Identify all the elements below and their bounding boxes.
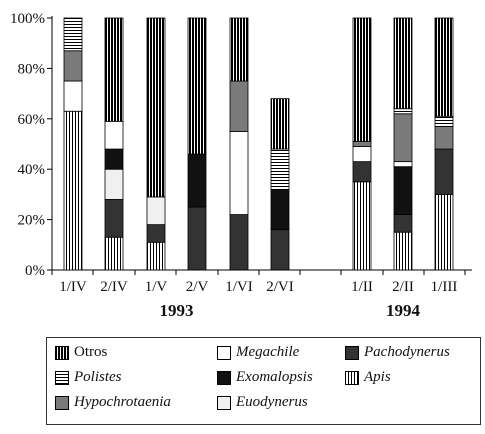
legend-item-hypochrotaenia: Hypochrotaenia bbox=[55, 394, 171, 411]
legend-swatch-apis bbox=[345, 370, 359, 385]
bar-segment-pachodynerus bbox=[146, 224, 166, 243]
bar-segment-hypochrotaenia bbox=[393, 113, 413, 163]
y-tick-label: 60% bbox=[18, 112, 46, 128]
year-label: 1993 bbox=[160, 301, 194, 320]
year-group-labels: 1993 1994 bbox=[160, 301, 421, 320]
legend-item-polistes: Polistes bbox=[55, 369, 122, 386]
y-tick-label: 40% bbox=[18, 162, 46, 178]
bar-segment-otros bbox=[229, 17, 249, 82]
chart-legend: Otros Megachile Pachodynerus Polistes Exomal… bbox=[46, 337, 481, 425]
legend-item-exomalopsis: Exomalopsis bbox=[217, 369, 313, 386]
legend-item-megachile: Megachile bbox=[217, 344, 299, 361]
bar-segment-megachile bbox=[352, 146, 372, 163]
legend-label: Exomalopsis bbox=[236, 369, 313, 385]
y-tick-label: 80% bbox=[18, 61, 46, 77]
bar-segment-polistes bbox=[393, 108, 413, 115]
bar-2-II bbox=[393, 17, 413, 271]
bar-2-V bbox=[187, 17, 207, 271]
bar-segment-pachodynerus bbox=[187, 206, 207, 271]
legend-item-otros: Otros bbox=[55, 344, 107, 361]
legend-label: Apis bbox=[364, 369, 391, 385]
bar-segment-apis bbox=[352, 181, 372, 271]
y-tick-label: 0% bbox=[25, 263, 45, 279]
bar-segment-exomalopsis bbox=[270, 188, 290, 231]
bar-segment-polistes bbox=[270, 148, 290, 190]
bar-segment-polistes bbox=[434, 115, 454, 127]
legend-label: Polistes bbox=[74, 369, 122, 385]
bar-2-VI bbox=[270, 98, 290, 271]
legend-item-pachodynerus: Pachodynerus bbox=[345, 344, 450, 361]
bar-segment-otros bbox=[352, 17, 372, 142]
x-tick-label: 1/IV bbox=[59, 279, 87, 295]
bar-1-VI bbox=[229, 17, 249, 271]
bar-segment-otros bbox=[146, 17, 166, 198]
bar-segment-otros bbox=[187, 17, 207, 155]
y-tick-label: 20% bbox=[18, 213, 46, 229]
legend-label: Hypochrotaenia bbox=[74, 394, 171, 410]
bar-segment-apis bbox=[104, 236, 124, 271]
bar-segment-megachile bbox=[104, 120, 124, 150]
legend-swatch-megachile bbox=[217, 345, 231, 360]
bar-segment-pachodynerus bbox=[270, 229, 290, 271]
bar-segment-pachodynerus bbox=[104, 199, 124, 238]
bar-segment-apis bbox=[393, 231, 413, 271]
bar-segment-megachile bbox=[393, 161, 413, 168]
bar-segment-exomalopsis bbox=[187, 153, 207, 208]
x-tick-label: 1/V bbox=[145, 279, 168, 295]
bar-segment-pachodynerus bbox=[434, 148, 454, 195]
bar-segment-otros bbox=[104, 17, 124, 122]
bar-1-III bbox=[434, 17, 454, 271]
bar-2-IV bbox=[104, 17, 124, 271]
x-tick-labels: 1/IV 2/IV 1/V 2/V 1/VI 2/VI 1/II 2/II 1/III bbox=[59, 279, 457, 295]
bar-segment-hypochrotaenia bbox=[434, 125, 454, 150]
bar-segment-exomalopsis bbox=[393, 166, 413, 215]
x-tick-label: 1/VI bbox=[225, 279, 253, 295]
bar-segment-exomalopsis bbox=[104, 148, 124, 170]
bar-segment-apis bbox=[146, 241, 166, 271]
legend-label: Pachodynerus bbox=[364, 344, 450, 360]
bar-segment-hypochrotaenia bbox=[352, 141, 372, 147]
legend-swatch-pachodynerus bbox=[345, 345, 359, 360]
legend-label: Megachile bbox=[236, 344, 300, 360]
legend-label: Otros bbox=[74, 344, 108, 360]
legend-label: Euodynerus bbox=[236, 394, 308, 410]
bar-segment-apis bbox=[63, 110, 83, 271]
bar-segment-polistes bbox=[63, 17, 83, 52]
bar-segment-pachodynerus bbox=[393, 214, 413, 233]
legend-item-apis: Apis bbox=[345, 369, 391, 386]
legend-swatch-polistes bbox=[55, 370, 69, 385]
x-tick-label: 2/II bbox=[392, 279, 414, 295]
legend-swatch-hypochrotaenia bbox=[55, 395, 69, 410]
bar-segment-megachile bbox=[63, 80, 83, 112]
bar-segment-otros bbox=[393, 17, 413, 110]
legend-swatch-euodynerus bbox=[217, 395, 231, 410]
bar-segment-euodynerus bbox=[104, 168, 124, 200]
bar-segment-pachodynerus bbox=[229, 214, 249, 271]
bar-1-IV bbox=[63, 17, 83, 271]
year-label: 1994 bbox=[386, 301, 421, 320]
legend-item-euodynerus: Euodynerus bbox=[217, 394, 308, 411]
bar-segment-apis bbox=[434, 193, 454, 271]
x-tick-label: 1/III bbox=[431, 279, 458, 295]
y-tick-labels: 0% 20% 40% 60% 80% 100% bbox=[10, 11, 45, 279]
bar-segment-hypochrotaenia bbox=[229, 80, 249, 132]
bar-segment-otros bbox=[270, 98, 290, 150]
x-tick-label: 1/II bbox=[351, 279, 373, 295]
x-tick-label: 2/V bbox=[186, 279, 209, 295]
legend-swatch-exomalopsis bbox=[217, 370, 231, 385]
bar-1-V bbox=[146, 17, 166, 271]
bar-segment-otros bbox=[434, 17, 454, 117]
bar-segment-pachodynerus bbox=[352, 161, 372, 183]
bar-segment-hypochrotaenia bbox=[63, 50, 83, 82]
bar-1-II bbox=[352, 17, 372, 271]
y-tick-label: 100% bbox=[10, 11, 45, 27]
legend-swatch-otros bbox=[55, 345, 69, 360]
stacked-bar-chart: 1/IV 2/IV 1/V 2/V 1/VI 2/VI 1/II 2/II 1/III 0% 20… bbox=[10, 11, 472, 320]
chart-bars bbox=[63, 17, 454, 271]
bar-segment-megachile bbox=[229, 130, 249, 215]
bar-segment-euodynerus bbox=[146, 196, 166, 226]
x-tick-label: 2/VI bbox=[266, 279, 294, 295]
x-tick-label: 2/IV bbox=[100, 279, 128, 295]
